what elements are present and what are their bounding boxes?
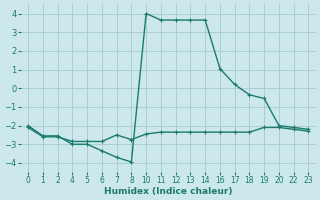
X-axis label: Humidex (Indice chaleur): Humidex (Indice chaleur) — [104, 187, 233, 196]
